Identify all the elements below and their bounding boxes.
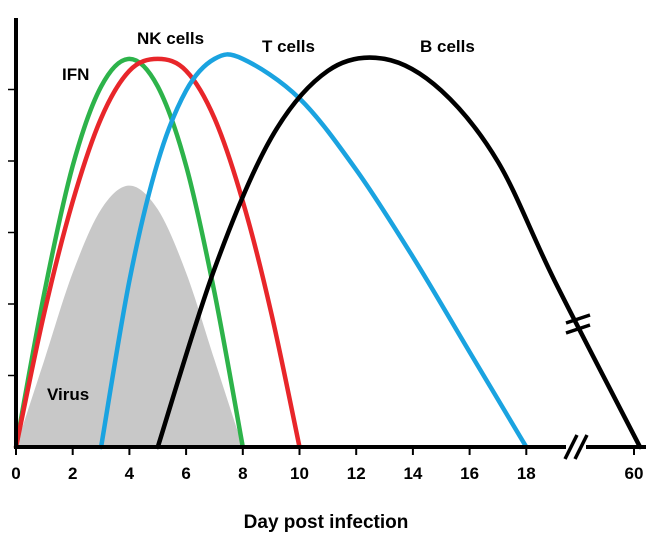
x-tick-label: 10	[290, 464, 309, 483]
x-tick-label: 4	[125, 464, 135, 483]
axis-break-mark	[563, 434, 579, 460]
nk-cells-line	[13, 56, 302, 450]
curve-break-mark	[565, 323, 591, 335]
x-tick-label: 16	[460, 464, 479, 483]
x-axis-title: Day post infection	[244, 512, 409, 533]
virus-area-layer	[16, 185, 243, 447]
t-cells-line	[98, 52, 529, 450]
x-tick-label: 8	[238, 464, 247, 483]
x-tick-label: 0	[11, 464, 20, 483]
series-label-b-cells: B cells	[420, 37, 475, 56]
axis-break-mark	[573, 434, 589, 460]
x-tick-label: 6	[181, 464, 190, 483]
x-tick-label: 14	[403, 464, 422, 483]
series-lines-layer	[13, 52, 643, 450]
series-label-t-cells: T cells	[262, 37, 315, 56]
series-label-ifn: IFN	[62, 65, 89, 84]
x-tick-label: 2	[68, 464, 77, 483]
series-label-nk-cells: NK cells	[137, 29, 204, 48]
b-cells-line	[155, 55, 643, 450]
curve-break-mark	[565, 313, 591, 325]
x-tick-label: 12	[347, 464, 366, 483]
series-label-virus: Virus	[47, 385, 89, 404]
x-tick-label: 60	[625, 464, 644, 483]
tick-layer: 0 2 4 6 8 10 12 14 16 18 60	[8, 88, 644, 483]
x-tick-label: 18	[517, 464, 536, 483]
virus-area	[16, 185, 243, 447]
label-layer: Virus IFN NK cells T cells B cells	[47, 29, 475, 404]
